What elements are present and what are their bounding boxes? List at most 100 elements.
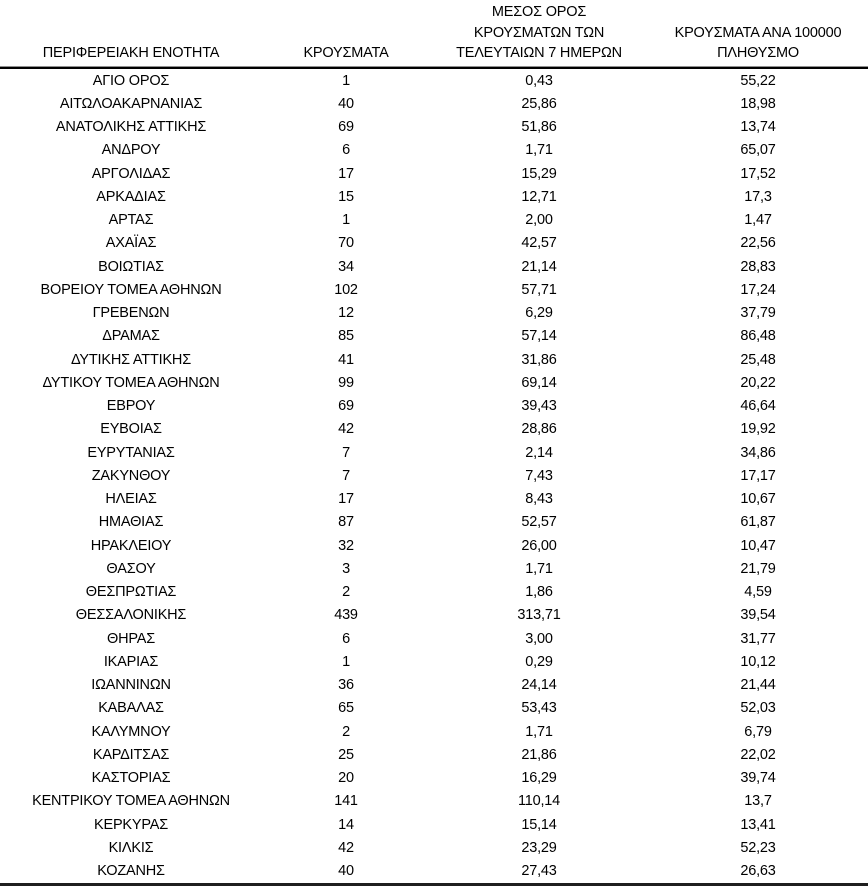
avg7days-cell: 1,71 xyxy=(525,723,553,740)
per100k-cell: 86,48 xyxy=(740,328,776,345)
per100k-cell: 1,47 xyxy=(744,212,772,229)
avg7days-cell: 69,14 xyxy=(521,374,557,391)
region-cell: ΑΡΚΑΔΙΑΣ xyxy=(96,188,166,205)
avg7days-cell: 24,14 xyxy=(521,677,557,694)
cases-cell: 34 xyxy=(338,258,354,275)
table-row: ΑΡΤΑΣ 1 2,00 1,47 xyxy=(0,209,868,232)
table-row: ΒΟΡΕΙΟΥ ΤΟΜΕΑ ΑΘΗΝΩΝ 102 57,71 17,24 xyxy=(0,278,868,301)
cases-cell: 7 xyxy=(342,444,350,461)
per100k-cell: 20,22 xyxy=(740,374,776,391)
avg7days-cell: 1,71 xyxy=(525,560,553,577)
per100k-cell: 28,83 xyxy=(740,258,776,275)
per100k-cell: 52,23 xyxy=(740,839,776,856)
per100k-cell: 31,77 xyxy=(740,630,776,647)
region-cell: ΗΡΑΚΛΕΙΟΥ xyxy=(90,537,172,554)
cases-cell: 12 xyxy=(338,305,354,322)
avg7days-cell: 2,14 xyxy=(525,444,553,461)
per100k-cell: 46,64 xyxy=(740,398,776,415)
cases-cell: 99 xyxy=(338,374,354,391)
cases-cell: 439 xyxy=(334,607,358,624)
region-cell: ΒΟΡΕΙΟΥ ΤΟΜΕΑ ΑΘΗΝΩΝ xyxy=(40,281,222,298)
per100k-cell: 4,59 xyxy=(744,584,772,601)
avg7days-cell: 3,00 xyxy=(525,630,553,647)
region-cell: ΚΕΝΤΡΙΚΟΥ ΤΟΜΕΑ ΑΘΗΝΩΝ xyxy=(32,793,230,810)
avg7days-cell: 57,71 xyxy=(521,281,557,298)
table-header-row: ΠΕΡΙΦΕΡΕΙΑΚΗ ΕΝΟΤΗΤΑ ΚΡΟΥΣΜΑΤΑ ΜΕΣΟΣ ΟΡΟ… xyxy=(0,0,868,67)
per100k-cell: 17,24 xyxy=(740,281,776,298)
cases-cell: 36 xyxy=(338,677,354,694)
table-row: ΕΒΡΟΥ 69 39,43 46,64 xyxy=(0,395,868,418)
region-cell: ΘΕΣΠΡΩΤΙΑΣ xyxy=(85,584,177,601)
table-row: ΚΙΛΚΙΣ 42 23,29 52,23 xyxy=(0,836,868,859)
region-cell: ΚΑΡΔΙΤΣΑΣ xyxy=(92,746,170,763)
cases-cell: 69 xyxy=(338,119,354,136)
per100k-cell: 25,48 xyxy=(740,351,776,368)
avg7days-cell: 28,86 xyxy=(521,421,557,438)
table-row: ΔΥΤΙΚΟΥ ΤΟΜΕΑ ΑΘΗΝΩΝ 99 69,14 20,22 xyxy=(0,371,868,394)
table-row: ΚΕΡΚΥΡΑΣ 14 15,14 13,41 xyxy=(0,813,868,836)
avg7days-cell: 7,43 xyxy=(525,467,553,484)
cases-cell: 6 xyxy=(342,142,350,159)
table-row: ΚΕΝΤΡΙΚΟΥ ΤΟΜΕΑ ΑΘΗΝΩΝ 141 110,14 13,7 xyxy=(0,790,868,813)
cases-cell: 2 xyxy=(342,584,350,601)
avg7days-cell: 53,43 xyxy=(521,700,557,717)
table-row: ΖΑΚΥΝΘΟΥ 7 7,43 17,17 xyxy=(0,464,868,487)
avg7days-cell: 1,71 xyxy=(525,142,553,159)
table-row: ΑΓΙΟ ΟΡΟΣ 1 0,43 55,22 xyxy=(0,67,868,92)
cases-cell: 41 xyxy=(338,351,354,368)
avg7days-cell: 1,86 xyxy=(525,584,553,601)
avg7days-cell: 313,71 xyxy=(517,607,561,624)
table-row: ΑΡΓΟΛΙΔΑΣ 17 15,29 17,52 xyxy=(0,162,868,185)
avg7days-cell: 8,43 xyxy=(525,491,553,508)
avg7days-cell: 27,43 xyxy=(430,860,648,886)
column-header-region: ΠΕΡΙΦΕΡΕΙΑΚΗ ΕΝΟΤΗΤΑ xyxy=(0,0,262,67)
region-cell: ΔΥΤΙΚΟΥ ΤΟΜΕΑ ΑΘΗΝΩΝ xyxy=(42,374,220,391)
per100k-cell: 37,79 xyxy=(740,305,776,322)
region-cell: ΘΗΡΑΣ xyxy=(107,630,155,647)
cases-cell: 17 xyxy=(338,165,354,182)
per100k-cell: 10,47 xyxy=(740,537,776,554)
region-cell: ΚΑΒΑΛΑΣ xyxy=(98,700,164,717)
per100k-cell: 10,67 xyxy=(740,491,776,508)
avg7days-cell: 26,00 xyxy=(521,537,557,554)
table-row: ΗΛΕΙΑΣ 17 8,43 10,67 xyxy=(0,488,868,511)
region-cell: ΑΙΤΩΛΟΑΚΑΡΝΑΝΙΑΣ xyxy=(59,95,203,112)
per100k-cell: 26,63 xyxy=(648,860,868,886)
table-row: ΗΡΑΚΛΕΙΟΥ 32 26,00 10,47 xyxy=(0,534,868,557)
per100k-cell: 65,07 xyxy=(740,142,776,159)
table-row: ΑΡΚΑΔΙΑΣ 15 12,71 17,3 xyxy=(0,185,868,208)
cases-cell: 1 xyxy=(262,67,430,92)
region-cell: ΕΥΒΟΙΑΣ xyxy=(100,421,162,438)
region-cell: ΑΡΓΟΛΙΔΑΣ xyxy=(91,165,171,182)
table-body: ΑΓΙΟ ΟΡΟΣ 1 0,43 55,22 ΑΙΤΩΛΟΑΚΑΡΝΑΝΙΑΣ 40 25,… xyxy=(0,67,868,886)
table-row: ΑΝΑΤΟΛΙΚΗΣ ΑΤΤΙΚΗΣ 69 51,86 13,74 xyxy=(0,116,868,139)
region-cell: ΚΑΣΤΟΡΙΑΣ xyxy=(91,770,171,787)
avg7days-cell: 52,57 xyxy=(521,514,557,531)
table-row: ΙΩΑΝΝΙΝΩΝ 36 24,14 21,44 xyxy=(0,674,868,697)
region-cell: ΓΡΕΒΕΝΩΝ xyxy=(92,305,170,322)
per100k-cell: 22,02 xyxy=(740,746,776,763)
region-cell: ΕΥΡΥΤΑΝΙΑΣ xyxy=(87,444,175,461)
per100k-cell: 21,44 xyxy=(740,677,776,694)
cases-cell: 70 xyxy=(338,235,354,252)
region-cell: ΚΕΡΚΥΡΑΣ xyxy=(94,816,168,833)
region-cell: ΖΑΚΥΝΘΟΥ xyxy=(91,467,171,484)
cases-cell: 15 xyxy=(338,188,354,205)
cases-cell: 65 xyxy=(338,700,354,717)
table-row: ΗΜΑΘΙΑΣ 87 52,57 61,87 xyxy=(0,511,868,534)
cases-cell: 17 xyxy=(338,491,354,508)
table-row: ΑΝΔΡΟΥ 6 1,71 65,07 xyxy=(0,139,868,162)
region-cell: ΑΝΔΡΟΥ xyxy=(101,142,161,159)
region-cell: ΗΜΑΘΙΑΣ xyxy=(98,514,164,531)
cases-cell: 40 xyxy=(262,860,430,886)
avg7days-cell: 57,14 xyxy=(521,328,557,345)
region-cell: ΚΙΛΚΙΣ xyxy=(108,839,154,856)
per100k-cell: 52,03 xyxy=(740,700,776,717)
cases-cell: 69 xyxy=(338,398,354,415)
table-row: ΘΑΣΟΥ 3 1,71 21,79 xyxy=(0,557,868,580)
cases-cell: 2 xyxy=(342,723,350,740)
table-row: ΘΗΡΑΣ 6 3,00 31,77 xyxy=(0,627,868,650)
table-row: ΕΥΡΥΤΑΝΙΑΣ 7 2,14 34,86 xyxy=(0,441,868,464)
region-cell: ΑΡΤΑΣ xyxy=(108,212,154,229)
